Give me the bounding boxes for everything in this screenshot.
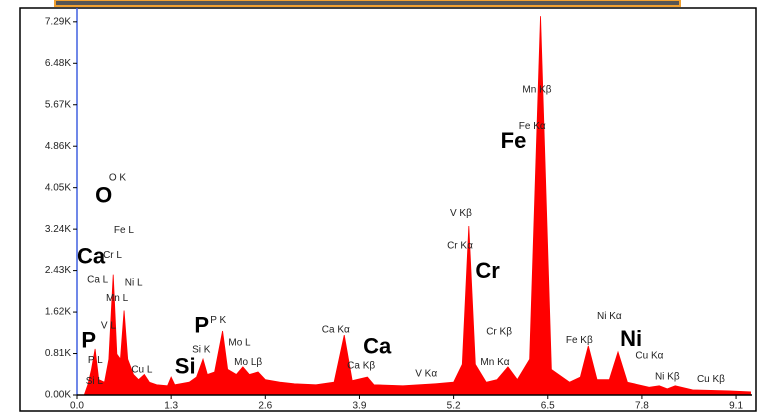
y-tick-label: 5.67K [45,99,71,110]
x-tick-label: 2.6 [258,401,272,412]
y-tick-label: 4.05K [45,182,71,193]
line-label: Fe L [114,225,134,236]
line-label: Mn Kα [480,357,509,368]
line-label: Ni L [125,278,143,289]
x-tick-label: 5.2 [447,401,461,412]
image-strip [55,0,680,6]
y-tick-label: 6.48K [45,58,71,69]
element-label: Ni [620,326,642,351]
y-tick-label: 3.24K [45,224,71,235]
element-label: Ca [363,334,392,359]
y-tick-label: 0.81K [45,348,71,359]
y-tick-label: 4.86K [45,141,71,152]
y-tick-label: 2.43K [45,265,71,276]
element-label: O [95,183,112,208]
line-label: V Kβ [450,208,472,219]
element-label: Fe [501,128,527,153]
line-label: Ca Kα [322,325,350,336]
line-label: Ca Kβ [347,360,375,371]
line-label: Cu Kβ [697,374,725,385]
element-label: Si [175,354,196,379]
line-label: Mn L [106,293,129,304]
line-label: Ni Kα [597,311,622,322]
x-tick-label: 6.5 [541,401,555,412]
line-label: Cr Kβ [486,327,512,338]
element-label: Cr [475,258,500,283]
line-label: Mn Kβ [522,85,551,96]
line-label: Si L [86,376,104,387]
x-tick-label: 9.1 [729,401,743,412]
line-label: V L [101,321,116,332]
line-label: Mo L [228,337,251,348]
line-label: V Kα [415,369,437,380]
line-label: P L [88,355,103,366]
line-label: Cr Kα [447,241,473,252]
line-label: Cu L [131,365,153,376]
line-label: Mo Lβ [234,357,262,368]
line-label: Fe Kβ [566,335,593,346]
line-label: Cr L [103,250,122,261]
y-tick-label: 1.62K [45,307,71,318]
line-label: Cu Kα [635,351,663,362]
element-label: P [194,313,209,338]
chart: 0.00K 0.81K 1.62K 2.43K 3.24K 4.05K 4.86K 5.67K… [0,0,759,412]
line-label: Ni Kβ [655,372,680,383]
line-label: Ca L [87,274,109,285]
y-tick-label: 7.29K [45,16,71,27]
x-tick-label: 1.3 [164,401,178,412]
y-tick-label: 0.00K [45,390,71,401]
element-label: P [81,328,96,353]
x-tick-label: 3.9 [353,401,367,412]
x-tick-label: 7.8 [635,401,649,412]
element-label: Ca [77,244,106,269]
line-label: P K [210,315,226,326]
x-tick-label: 0.0 [70,401,84,412]
